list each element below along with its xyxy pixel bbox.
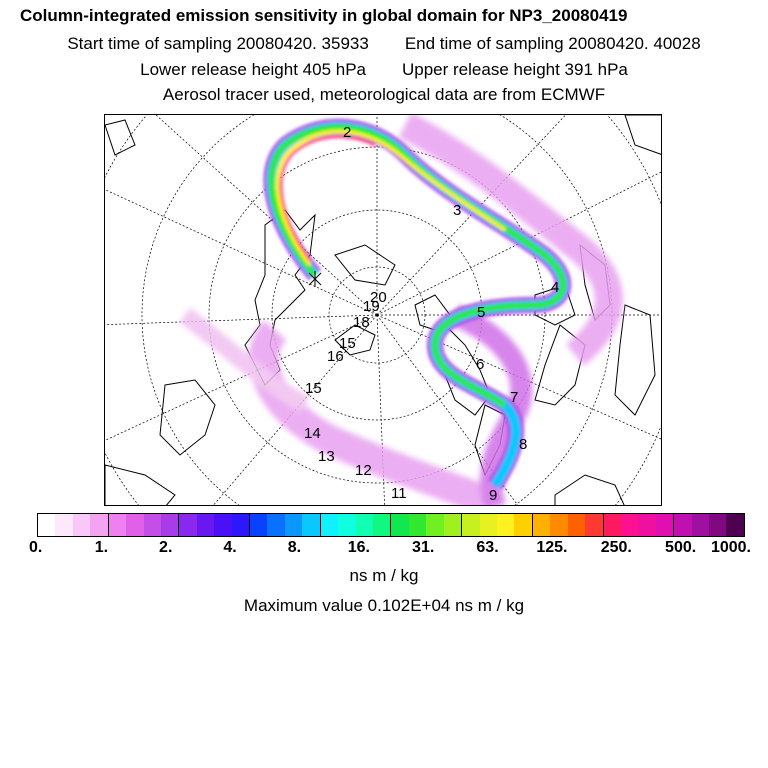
- colorbar-cell: [567, 514, 586, 536]
- plot-title: Column-integrated emission sensitivity i…: [20, 6, 628, 25]
- colorbar-cell: [638, 514, 656, 536]
- day-label: 13: [318, 448, 335, 465]
- day-label: 3: [453, 202, 461, 219]
- colorbar-tick-label: 500.: [665, 539, 697, 556]
- day-label: 19: [363, 298, 380, 315]
- colorbar-cell: [160, 514, 180, 536]
- colorbar-cell: [674, 514, 692, 536]
- day-label: 6: [476, 356, 484, 373]
- units-label: ns m / kg: [349, 566, 419, 585]
- colorbar-cell: [479, 514, 497, 536]
- max-value: Maximum value 0.102E+04 ns m / kg: [243, 596, 525, 615]
- colorbar-cell: [320, 514, 339, 536]
- day-label: 15: [339, 335, 356, 352]
- colorbar-cell: [426, 514, 444, 536]
- colorbar-cell: [284, 514, 303, 536]
- colorbar-cell: [550, 514, 568, 536]
- release-heights: Lower release height 405 hPa Upper releas…: [0, 60, 768, 80]
- colorbar-cell: [179, 514, 197, 536]
- colorbar-ticks: 0. 1. 2. 4. 8. 16. 31. 63. 125. 250. 500. 1000.: [0, 539, 768, 559]
- map-canvas: 2 3 4 5 6 7 8 9 11 12 13 14 15 16 15 18 …: [105, 115, 661, 505]
- colorbar-cell: [514, 514, 533, 536]
- colorbar-cell: [373, 514, 392, 536]
- colorbar-cell: [338, 514, 356, 536]
- day-label: 20: [370, 289, 387, 306]
- colorbar-cell: [726, 514, 744, 536]
- colorbar-cell: [603, 514, 621, 536]
- sampling-times: Start time of sampling 20080420. 35933 En…: [0, 34, 768, 54]
- day-label: 9: [489, 487, 497, 504]
- colorbar-cell: [143, 514, 161, 536]
- day-labels: 2 3 4 5 6 7 8 9 11 12 13 14 15 16 15 18 …: [304, 124, 559, 504]
- colorbar-tick-label: 2.: [159, 539, 173, 556]
- colorbar-tick-label: 250.: [600, 539, 632, 556]
- release-marker: [308, 271, 322, 287]
- colorbar-cell: [709, 514, 727, 536]
- day-label: 8: [519, 436, 527, 453]
- colorbar-cell: [214, 514, 232, 536]
- polar-map: 2 3 4 5 6 7 8 9 11 12 13 14 15 16 15 18 …: [104, 114, 662, 506]
- day-label: 2: [343, 124, 351, 141]
- colorbar-cell: [126, 514, 144, 536]
- upper-release-height: Upper release height 391 hPa: [402, 60, 628, 79]
- colorbar-cell: [231, 514, 251, 536]
- colorbar-tick-label: 8.: [287, 539, 302, 556]
- colorbar-cell: [391, 514, 409, 536]
- colorbar-tick-label: 63.: [476, 539, 499, 556]
- day-label: 11: [391, 485, 407, 502]
- colorbar-tick-label: 0.: [28, 539, 43, 556]
- colorbar-cell: [90, 514, 109, 536]
- colorbar: [37, 513, 745, 537]
- day-label: 16: [327, 348, 344, 365]
- colorbar-cell: [108, 514, 127, 536]
- colorbar-cell: [585, 514, 604, 536]
- colorbar-cell: [620, 514, 639, 536]
- colorbar-cell: [267, 514, 285, 536]
- colorbar-cell: [462, 514, 480, 536]
- colorbar-tick-label: 125.: [536, 539, 568, 556]
- colorbar-cell: [408, 514, 427, 536]
- colorbar-tick-label: 4.: [223, 539, 237, 556]
- colorbar-tick-label: 31.: [412, 539, 435, 556]
- colorbar-cell: [496, 514, 515, 536]
- day-label: 7: [510, 389, 518, 406]
- colorbar-cell: [443, 514, 463, 536]
- aerosol-note: Aerosol tracer used, meteorological data…: [162, 85, 606, 104]
- start-time: Start time of sampling 20080420. 35933: [67, 34, 369, 53]
- colorbar-cell: [250, 514, 268, 536]
- day-label: 4: [551, 279, 559, 296]
- colorbar-cell: [655, 514, 675, 536]
- colorbar-tick-label: 1000.: [710, 539, 752, 556]
- day-label: 5: [477, 304, 485, 321]
- colorbar-cell: [302, 514, 321, 536]
- end-time: End time of sampling 20080420. 40028: [404, 34, 701, 53]
- day-label: 18: [353, 314, 370, 331]
- colorbar-cell: [38, 514, 56, 536]
- lower-release-height: Lower release height 405 hPa: [140, 60, 366, 79]
- colorbar-cell: [196, 514, 215, 536]
- day-label: 12: [355, 462, 372, 479]
- colorbar-tick-label: 16.: [347, 539, 370, 556]
- colorbar-cell: [55, 514, 73, 536]
- plume-core: [263, 118, 572, 490]
- colorbar-cell: [532, 514, 551, 536]
- colorbar-cell: [72, 514, 91, 536]
- day-label: 15: [305, 380, 322, 397]
- colorbar-cell: [691, 514, 710, 536]
- colorbar-cell: [355, 514, 374, 536]
- colorbar-tick-label: 1.: [94, 539, 109, 556]
- day-label: 14: [304, 425, 321, 442]
